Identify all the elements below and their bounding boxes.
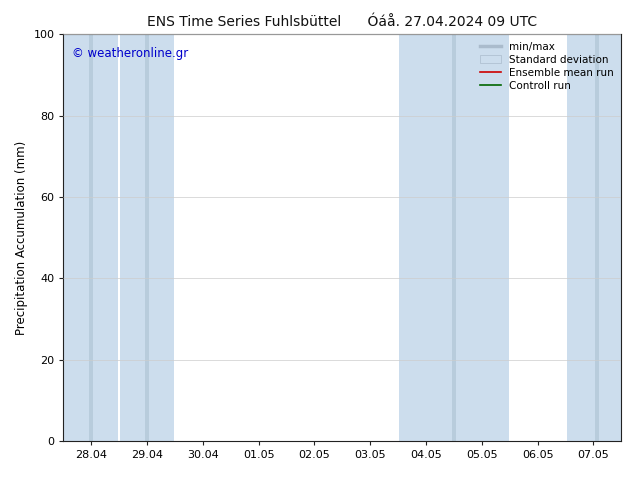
Bar bbox=[567, 34, 627, 441]
Bar bbox=[399, 34, 508, 441]
Y-axis label: Precipitation Accumulation (mm): Precipitation Accumulation (mm) bbox=[15, 141, 28, 335]
Bar bbox=[63, 34, 118, 441]
Title: ENS Time Series Fuhlsbüttel      Óáå. 27.04.2024 09 UTC: ENS Time Series Fuhlsbüttel Óáå. 27.04.2… bbox=[147, 15, 538, 29]
Legend: min/max, Standard deviation, Ensemble mean run, Controll run: min/max, Standard deviation, Ensemble me… bbox=[476, 37, 618, 95]
Bar bbox=[145, 34, 150, 441]
Bar bbox=[451, 34, 456, 441]
Bar bbox=[120, 34, 174, 441]
Text: © weatheronline.gr: © weatheronline.gr bbox=[72, 47, 188, 59]
Bar bbox=[89, 34, 93, 441]
Bar bbox=[595, 34, 599, 441]
